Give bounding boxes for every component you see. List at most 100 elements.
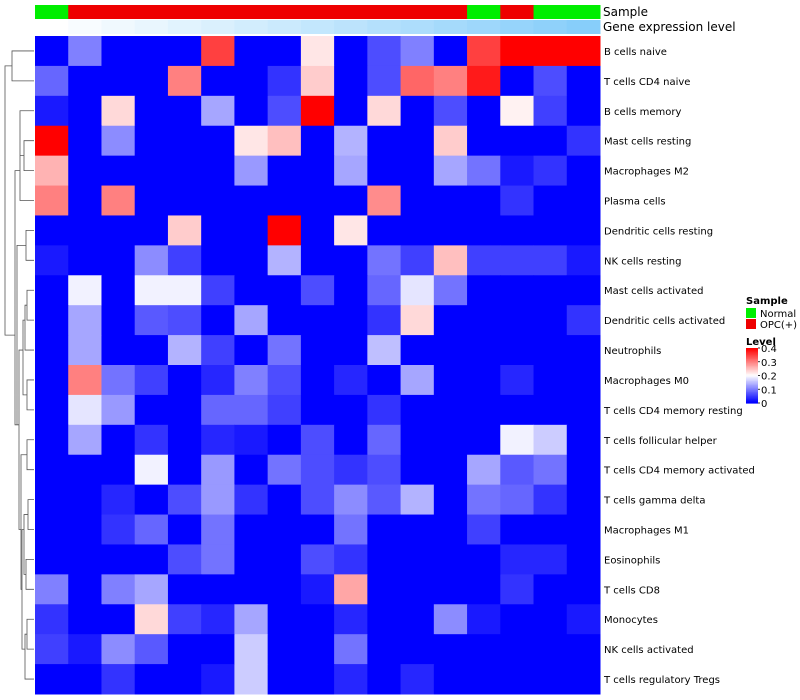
heatmap-cell: [500, 574, 535, 605]
heatmap-cell: [533, 215, 568, 246]
heatmap-cell: [334, 454, 368, 486]
heatmap-cell: [500, 424, 535, 456]
heatmap-cell: [400, 664, 435, 695]
heatmap-cell: [201, 215, 235, 246]
heatmap-cell: [35, 65, 69, 97]
heatmap-cell: [500, 454, 535, 486]
heatmap-cell: [35, 155, 69, 187]
gene-expression-annotation-cell: [367, 20, 402, 34]
heatmap-cell: [433, 454, 468, 486]
heatmap-cell: [467, 245, 501, 276]
heatmap-cell: [201, 245, 235, 276]
heatmap-cell: [533, 514, 568, 545]
heatmap-cell: [101, 424, 136, 456]
heatmap-cell: [35, 305, 69, 336]
heatmap-cell: [101, 484, 136, 516]
heatmap-cell: [234, 95, 269, 127]
heatmap-cell: [566, 454, 601, 486]
level-gradient-step: [746, 357, 758, 360]
heatmap-cell: [267, 65, 302, 97]
heatmap-cell: [566, 484, 601, 516]
heatmap-cell: [234, 424, 269, 456]
heatmap-cell: [433, 215, 468, 246]
heatmap-cell: [334, 215, 368, 246]
heatmap-cell: [566, 185, 601, 216]
heatmap-cell: [300, 335, 335, 366]
heatmap-cell: [334, 664, 368, 695]
level-tick-label: 0.1: [761, 385, 777, 396]
heatmap-cell: [201, 335, 235, 366]
heatmap-cell: [533, 155, 568, 187]
heatmap-cell: [35, 335, 69, 366]
heatmap-cell: [533, 424, 568, 456]
row-label: T cells regulatory Tregs: [603, 675, 720, 686]
heatmap-cell: [367, 125, 402, 157]
heatmap-cell: [400, 604, 435, 635]
heatmap-cell: [201, 394, 235, 426]
heatmap-cell: [167, 155, 202, 187]
heatmap-cell: [234, 604, 269, 635]
heatmap-cell: [101, 305, 136, 336]
heatmap-cell: [367, 604, 402, 635]
heatmap-cell: [367, 245, 402, 276]
gene-expression-annotation-cell: [134, 20, 169, 34]
level-gradient-step: [746, 379, 758, 382]
heatmap-cell: [134, 634, 169, 665]
heatmap-cell: [201, 664, 235, 695]
heatmap-cell: [101, 574, 136, 605]
row-labels: B cells naive T cells CD4 naive B cells me…: [603, 47, 755, 686]
gene-expression-annotation-cell: [334, 20, 368, 34]
level-gradient-step: [746, 392, 758, 394]
gene-expression-annotation-cell: [433, 20, 468, 34]
row-label: T cells CD4 naive: [603, 77, 690, 88]
heatmap-cell: [334, 544, 368, 575]
heatmap-cell: [300, 484, 335, 516]
heatmap-cell: [467, 36, 501, 67]
heatmap-cell: [367, 544, 402, 575]
heatmap-cell: [300, 544, 335, 575]
heatmap-cell: [101, 125, 136, 157]
heatmap-cell: [134, 36, 169, 67]
heatmap-cell: [566, 125, 601, 157]
heatmap-cell: [566, 95, 601, 127]
legend-label: Normal: [760, 309, 796, 320]
heatmap-cell: [533, 394, 568, 426]
heatmap-cell: [367, 574, 402, 605]
heatmap-cell: [566, 245, 601, 276]
heatmap-cell: [234, 514, 269, 545]
heatmap-cell: [234, 454, 269, 486]
heatmap-cell: [433, 365, 468, 396]
gene-expression-annotation-cell: [467, 20, 501, 34]
row-label: NK cells activated: [604, 645, 694, 656]
heatmap-cell: [566, 544, 601, 575]
heatmap-cell: [467, 514, 501, 545]
heatmap-cell: [566, 604, 601, 635]
heatmap-cell: [201, 185, 235, 216]
heatmap-cell: [433, 245, 468, 276]
heatmap-cell: [167, 604, 202, 635]
heatmap-cell: [167, 65, 202, 97]
row-label: B cells memory: [604, 107, 681, 118]
gene-expression-annotation-cell: [533, 20, 568, 34]
heatmap-cell: [533, 185, 568, 216]
level-gradient-step: [746, 376, 758, 379]
heatmap-cell: [134, 454, 169, 486]
row-dendrogram: [4, 50, 34, 680]
sample-annotation-cell: [134, 5, 169, 19]
heatmap-cell: [134, 544, 169, 575]
heatmap-cell: [234, 394, 269, 426]
heatmap-cell: [134, 365, 169, 396]
level-gradient-step: [746, 393, 758, 396]
heatmap-cell: [566, 36, 601, 67]
heatmap-cell: [201, 65, 235, 97]
heatmap-cell: [500, 185, 535, 216]
heatmap-cell: [533, 125, 568, 157]
heatmap-cell: [400, 245, 435, 276]
heatmap-cell: [68, 245, 102, 276]
level-gradient-step: [746, 398, 758, 401]
heatmap-cell: [300, 664, 335, 695]
heatmap-cell: [234, 305, 269, 336]
heatmap-cell: [68, 305, 102, 336]
legend-sample-title: Sample: [746, 296, 788, 307]
sample-annotation-cell: [101, 5, 136, 19]
